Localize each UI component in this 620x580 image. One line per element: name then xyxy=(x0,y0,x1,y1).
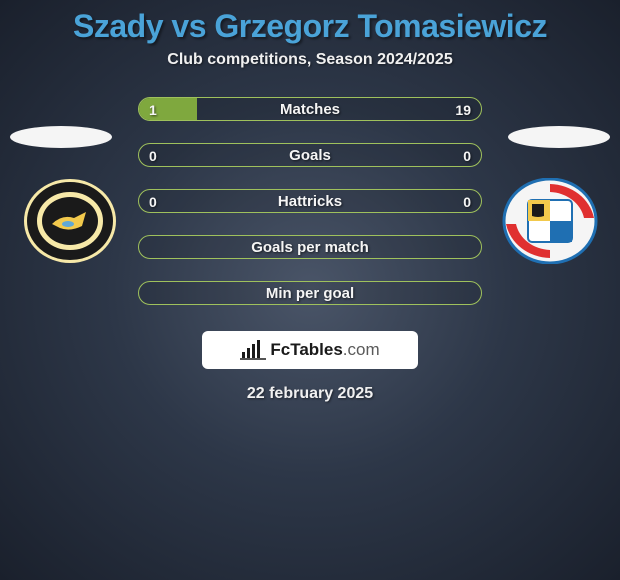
comparison-date: 22 february 2025 xyxy=(0,385,620,403)
stat-label: Hattricks xyxy=(139,190,481,213)
fctables-link[interactable]: FcTables.com xyxy=(202,331,418,369)
player-left-flag xyxy=(10,126,112,148)
stat-row: 00Goals xyxy=(138,143,482,167)
stat-row: 119Matches xyxy=(138,97,482,121)
stat-label: Goals per match xyxy=(139,236,481,259)
stats-container: 119Matches 00Goals 00Hattricks Goals per ma… xyxy=(138,97,482,305)
page-subtitle: Club competitions, Season 2024/2025 xyxy=(0,51,620,69)
crest-right-icon xyxy=(502,178,598,264)
logo-text: FcTables.com xyxy=(270,340,379,360)
crest-left-icon xyxy=(22,178,118,264)
stat-row: Min per goal xyxy=(138,281,482,305)
stat-row: 00Hattricks xyxy=(138,189,482,213)
bar-chart-icon xyxy=(240,340,266,360)
stat-row: Goals per match xyxy=(138,235,482,259)
player-right-flag xyxy=(508,126,610,148)
player-left-crest xyxy=(22,178,118,264)
stat-label: Goals xyxy=(139,144,481,167)
page-title: Szady vs Grzegorz Tomasiewicz xyxy=(0,8,620,45)
stat-label: Min per goal xyxy=(139,282,481,305)
stat-label: Matches xyxy=(139,98,481,121)
player-right-crest xyxy=(502,178,598,264)
